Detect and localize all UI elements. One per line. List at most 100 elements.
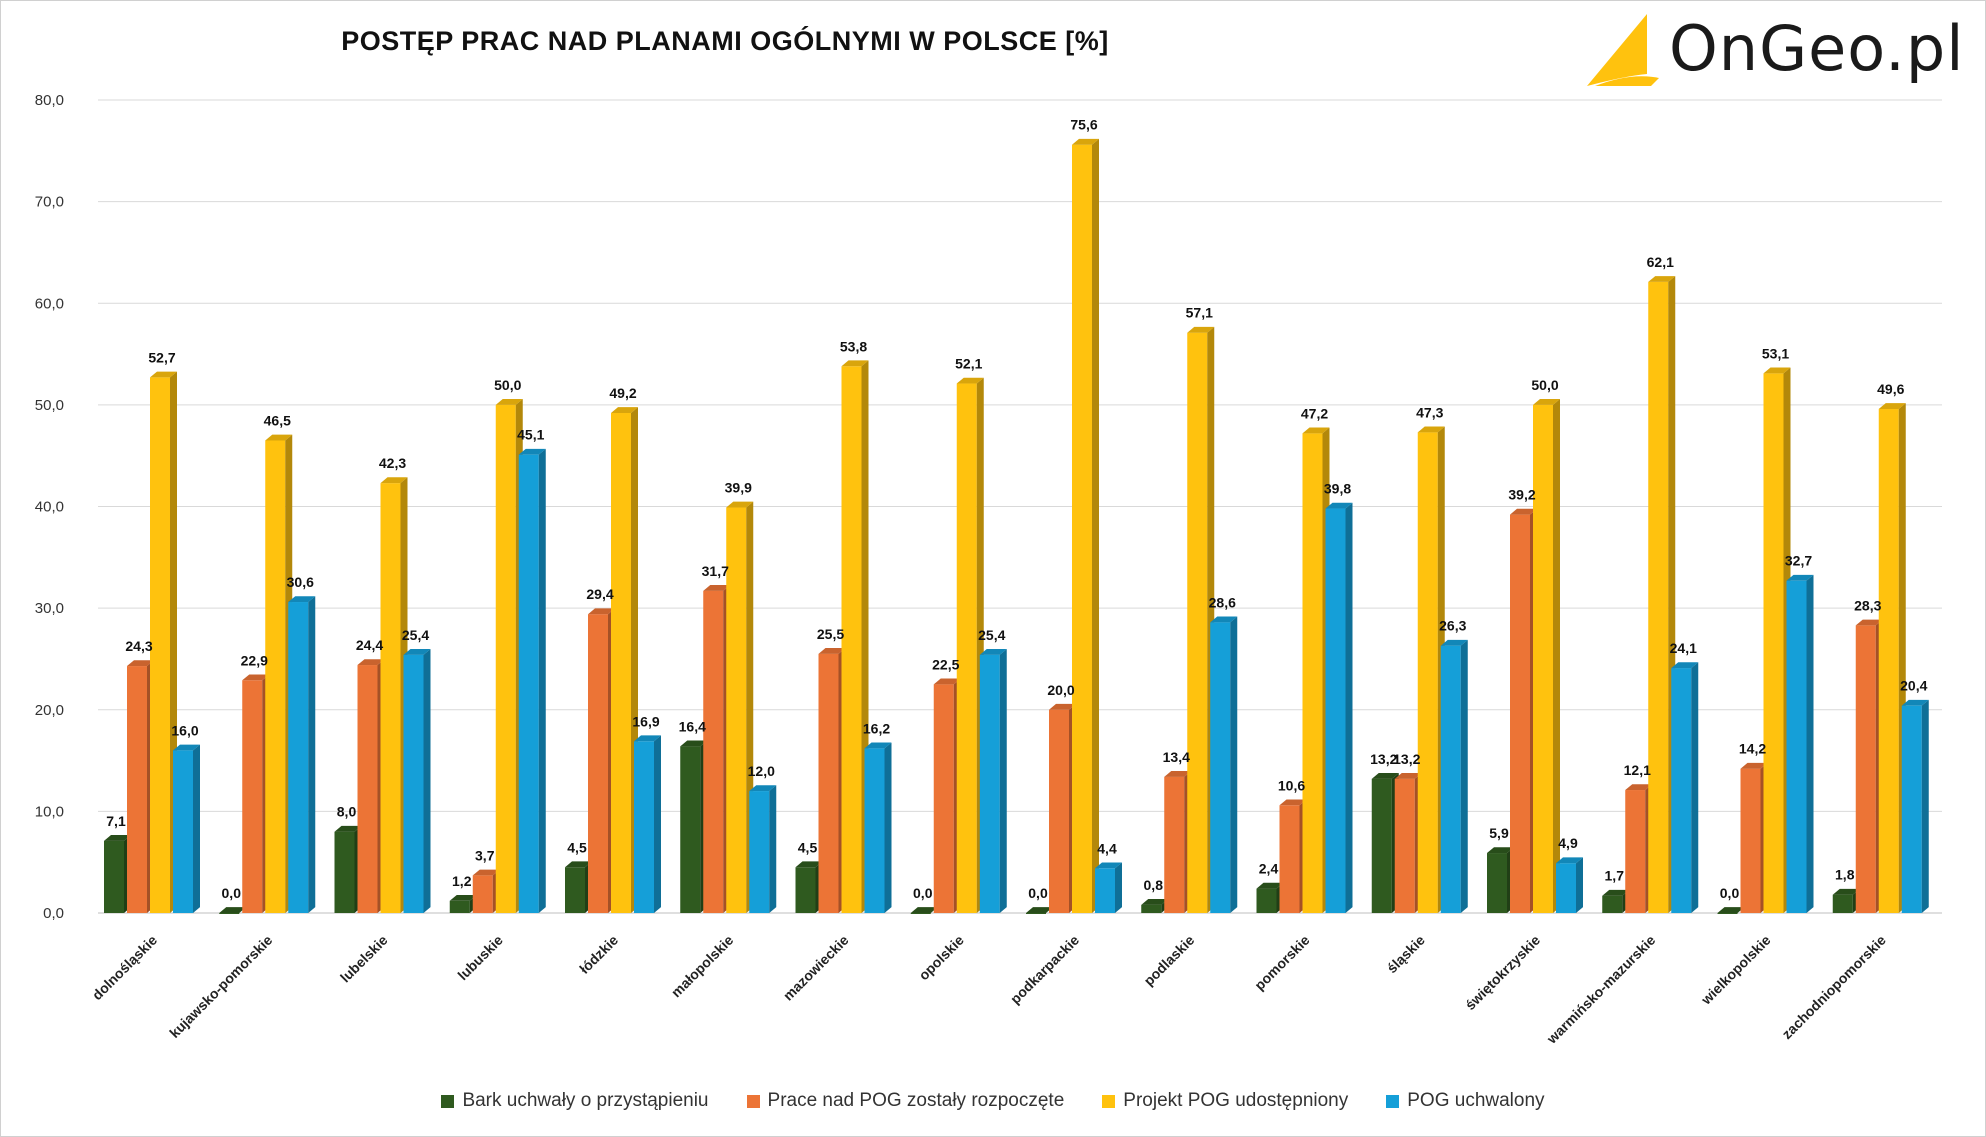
y-tick-label: 40,0 xyxy=(35,499,64,516)
bar-side xyxy=(999,649,1007,913)
bar-front xyxy=(864,748,885,913)
y-tick-label: 20,0 xyxy=(35,702,64,719)
bar-front xyxy=(841,366,862,913)
bar xyxy=(749,785,777,913)
bar xyxy=(1533,399,1560,914)
bar-front xyxy=(219,913,240,914)
data-label: 16,9 xyxy=(632,713,659,729)
legend-swatch xyxy=(1386,1094,1400,1108)
bar-top xyxy=(495,399,523,405)
bar-top xyxy=(1901,699,1929,706)
bar-front xyxy=(1901,705,1922,913)
data-label: 50,0 xyxy=(494,377,521,393)
data-label: 13,4 xyxy=(1163,749,1190,765)
bar-front xyxy=(518,454,539,913)
bar xyxy=(173,744,200,913)
data-label: 47,2 xyxy=(1301,405,1328,421)
bar-front xyxy=(818,653,839,913)
data-label: 13,2 xyxy=(1370,751,1397,767)
legend-label: Bark uchwały o przystąpieniu xyxy=(462,1090,709,1111)
y-axis: 0,0 10,0 20,0 30,0 40,0 50,0 60,0 70,0 80,0 xyxy=(35,92,64,922)
bar-side xyxy=(1092,138,1099,914)
data-label: 0,0 xyxy=(222,885,242,901)
data-label: 1,7 xyxy=(1605,868,1625,884)
x-tick-label: podlaskie xyxy=(1140,932,1197,989)
bar-top xyxy=(795,861,823,868)
bar-front xyxy=(1049,709,1069,913)
bar xyxy=(726,501,754,913)
bar-front xyxy=(1671,668,1692,913)
bar-side xyxy=(1230,616,1238,913)
bar-side xyxy=(1553,399,1560,914)
bar xyxy=(1049,703,1076,913)
bar-front xyxy=(726,507,747,913)
bar-front xyxy=(1602,895,1623,913)
bar-top xyxy=(1602,889,1630,896)
bar-top xyxy=(1095,862,1122,869)
legend-item: Prace nad POG zostały rozpoczęte xyxy=(746,1090,1064,1112)
bar xyxy=(1671,662,1699,913)
data-label: 39,8 xyxy=(1324,481,1351,497)
bar-top xyxy=(1049,703,1076,710)
data-label: 1,8 xyxy=(1835,867,1855,883)
x-tick-label: dolnośląskie xyxy=(89,932,160,1003)
bar-front xyxy=(749,791,770,913)
bar-top xyxy=(1832,888,1860,895)
bar-front xyxy=(933,684,954,913)
data-label: 50,0 xyxy=(1531,377,1558,393)
bar-top xyxy=(680,740,708,747)
bar xyxy=(1256,882,1284,913)
bar-front xyxy=(242,680,263,913)
bar-top xyxy=(1394,773,1422,779)
bar xyxy=(104,835,131,913)
data-label: 0,0 xyxy=(913,885,933,901)
bar xyxy=(1648,276,1676,913)
bar xyxy=(380,477,408,913)
bar-side xyxy=(193,744,200,913)
bar-top xyxy=(1786,574,1814,581)
bar-front xyxy=(1786,580,1807,913)
data-label: 24,4 xyxy=(356,637,383,653)
data-label: 52,7 xyxy=(148,349,175,365)
bar-front xyxy=(1302,433,1323,913)
bar-top xyxy=(1325,502,1353,509)
x-tick-label: zachodniopomorskie xyxy=(1779,932,1889,1042)
bar-top xyxy=(334,825,362,832)
bar xyxy=(565,861,592,913)
bar-front xyxy=(634,741,654,913)
bar xyxy=(1901,699,1929,913)
data-label: 31,7 xyxy=(702,563,729,579)
bar xyxy=(1072,138,1099,914)
bar-top xyxy=(910,907,938,913)
bar xyxy=(1095,862,1122,913)
bar-front xyxy=(1371,778,1392,913)
x-tick-label: mazowieckie xyxy=(780,932,852,1004)
bar-front xyxy=(380,483,401,913)
x-tick-label: podkarpackie xyxy=(1007,932,1082,1007)
legend-label: POG uchwalony xyxy=(1407,1090,1545,1111)
data-label: 7,1 xyxy=(106,813,126,829)
bar-front xyxy=(588,614,608,913)
bar xyxy=(634,735,661,913)
bar-front xyxy=(1648,281,1669,913)
data-label: 22,5 xyxy=(932,656,959,672)
bar-front xyxy=(150,377,170,913)
bar xyxy=(449,894,477,913)
data-label: 4,9 xyxy=(1558,835,1578,851)
bar xyxy=(403,649,431,913)
bar xyxy=(1487,847,1514,913)
bar xyxy=(841,360,869,913)
bar xyxy=(150,371,177,913)
bar-top xyxy=(1717,907,1745,913)
x-tick-label: lubelskie xyxy=(337,932,391,986)
data-label: 25,5 xyxy=(817,626,844,642)
bar xyxy=(518,448,546,913)
bar xyxy=(795,861,823,913)
bar xyxy=(1279,799,1307,913)
bar-front xyxy=(1556,863,1576,913)
data-label: 2,4 xyxy=(1259,861,1279,877)
bar-front xyxy=(472,875,493,913)
bar-chart: 0,0 10,0 20,0 30,0 40,0 50,0 60,0 70,0 80,0 7,1 2… xyxy=(35,92,1942,1047)
bar xyxy=(1026,907,1053,914)
bar-top xyxy=(472,869,500,876)
